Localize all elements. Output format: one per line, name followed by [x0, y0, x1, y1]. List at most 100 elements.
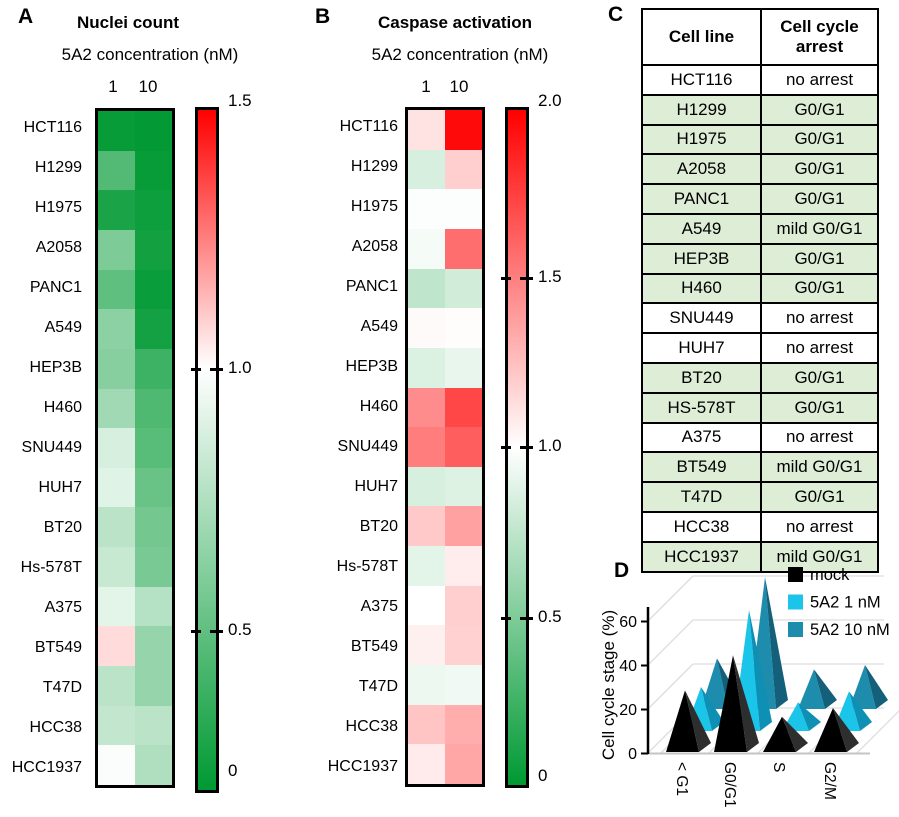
table-row: HEP3B G0/G1 — [641, 242, 879, 275]
arrest-cell: G0/G1 — [760, 93, 879, 126]
heatmap-cell — [445, 189, 482, 229]
x-category-label: G0/G1 — [721, 762, 738, 808]
cell-line-cell: SNU449 — [641, 302, 762, 335]
y-tick-label: 40 — [619, 658, 637, 675]
panel-d-label: D — [614, 559, 629, 582]
cell-line-cell: BT549 — [641, 451, 762, 484]
table-header-cell: Cell cycle arrest — [760, 8, 879, 66]
tick-dash — [520, 446, 533, 449]
pyramid-side-1-1 — [749, 610, 772, 731]
tick-dash — [191, 630, 201, 633]
table-row: A549 mild G0/G1 — [641, 212, 879, 245]
heatmap-cell — [445, 149, 482, 190]
heatmap-cell — [135, 348, 172, 389]
tick-dash — [520, 277, 533, 280]
colorbar-tick-label: 1.0 — [228, 358, 252, 377]
table-row: SNU449 no arrest — [641, 302, 879, 335]
heatmap-row-label: A375 — [44, 599, 82, 616]
table-row: BT549 mild G0/G1 — [641, 451, 879, 484]
tick-dash — [191, 368, 201, 371]
colorbar-tick-label: 0 — [228, 761, 238, 780]
tick-dash — [501, 277, 511, 280]
cell-line-cell: BT20 — [641, 361, 762, 394]
cell-line-cell: HEP3B — [641, 242, 762, 275]
cell-line-cell: HUH7 — [641, 332, 762, 364]
heatmap-row-label: HCC38 — [29, 719, 82, 736]
heatmap-cell — [408, 268, 445, 309]
panel-a-heatmap — [95, 108, 175, 788]
heatmap-row-label: A375 — [360, 598, 398, 615]
panel-a-colorbar — [195, 107, 219, 793]
colorbar-tick-label: 1.5 — [538, 267, 562, 286]
colorbar-tick-label: 0.5 — [228, 620, 252, 639]
panel-b-title: Caspase activation — [377, 13, 532, 32]
heatmap-row-label: A549 — [44, 319, 82, 336]
tick-dash — [210, 368, 223, 371]
grid-diagonal — [647, 663, 694, 710]
heatmap-cell — [408, 744, 445, 784]
heatmap-cell — [135, 309, 172, 349]
legend-swatch — [788, 622, 803, 637]
tick-dash — [210, 630, 223, 633]
pyramid-side-2-1 — [765, 577, 788, 709]
arrest-cell: G0/G1 — [760, 272, 879, 305]
heatmap-row-label: HEP3B — [29, 359, 82, 376]
arrest-cell: G0/G1 — [760, 242, 879, 275]
cell-line-cell: HCC38 — [641, 510, 762, 543]
x-category-label: < G1 — [673, 762, 690, 796]
cell-line-cell: PANC1 — [641, 183, 762, 215]
arrest-cell: G0/G1 — [760, 153, 879, 186]
colorbar-tick-label: 0 — [538, 766, 548, 785]
heatmap-row-label: HCT116 — [23, 119, 82, 136]
heatmap-cell — [408, 308, 445, 348]
grid-diagonal — [647, 575, 694, 622]
table-row: HCC38 no arrest — [641, 510, 879, 543]
heatmap-row-label: HUH7 — [354, 478, 398, 495]
heatmap-cell — [445, 506, 482, 547]
legend-swatch — [788, 594, 803, 610]
heatmap-cell — [445, 427, 482, 467]
colorbar-tick-label: 1.0 — [538, 436, 562, 455]
heatmap-row-label: H1975 — [350, 198, 398, 215]
heatmap-cell — [408, 149, 445, 190]
heatmap-row-label: HCC1937 — [11, 759, 82, 776]
table-row: HCT116 no arrest — [641, 64, 879, 96]
panel-b-col-10: 10 — [449, 77, 469, 96]
table-row: A375 no arrest — [641, 421, 879, 454]
tick-dash — [520, 617, 533, 620]
heatmap-cell — [98, 547, 135, 587]
heatmap-cell — [408, 506, 445, 547]
tick-dash — [501, 617, 511, 620]
legend-swatch — [788, 567, 803, 582]
cell-cycle-arrest-table: Cell line Cell cycle arrest HCT116 no arres… — [641, 8, 879, 573]
heatmap-cell — [98, 626, 135, 667]
x-category-label: G2/M — [821, 762, 838, 800]
heatmap-cell — [408, 665, 445, 705]
heatmap-cell — [98, 150, 135, 191]
table-row: HCC1937 mild G0/G1 — [641, 540, 879, 573]
legend-label: mock — [810, 566, 850, 584]
pyramid-side-1-0 — [701, 687, 724, 731]
table-row: H1299 G0/G1 — [641, 93, 879, 126]
pyramid-front-0-1 — [714, 655, 747, 752]
colorbar-dashed-tick — [501, 277, 533, 280]
heatmap-cell — [445, 347, 482, 388]
legend-label: 5A2 10 nM — [810, 621, 890, 639]
grid-diagonal — [647, 619, 694, 666]
panel-a-label: A — [18, 5, 34, 28]
y-tick-label: 0 — [628, 746, 637, 763]
heatmap-row-label: HEP3B — [345, 358, 398, 375]
heatmap-cell — [98, 705, 135, 746]
pyramid-side-2-3 — [865, 665, 888, 709]
table-header-cell: Cell line — [641, 8, 762, 66]
panel-a-subtitle: 5A2 concentration (nM) — [61, 45, 239, 64]
heatmap-row-label: A2058 — [351, 238, 398, 255]
colorbar-dashed-tick — [501, 446, 533, 449]
heatmap-cell — [98, 229, 135, 270]
colorbar-tick-label: 2.0 — [538, 91, 562, 110]
heatmap-cell — [408, 546, 445, 586]
heatmap-row-label: PANC1 — [345, 278, 398, 295]
tick-dash — [501, 446, 511, 449]
colorbar-tick-label: 1.5 — [228, 91, 252, 110]
